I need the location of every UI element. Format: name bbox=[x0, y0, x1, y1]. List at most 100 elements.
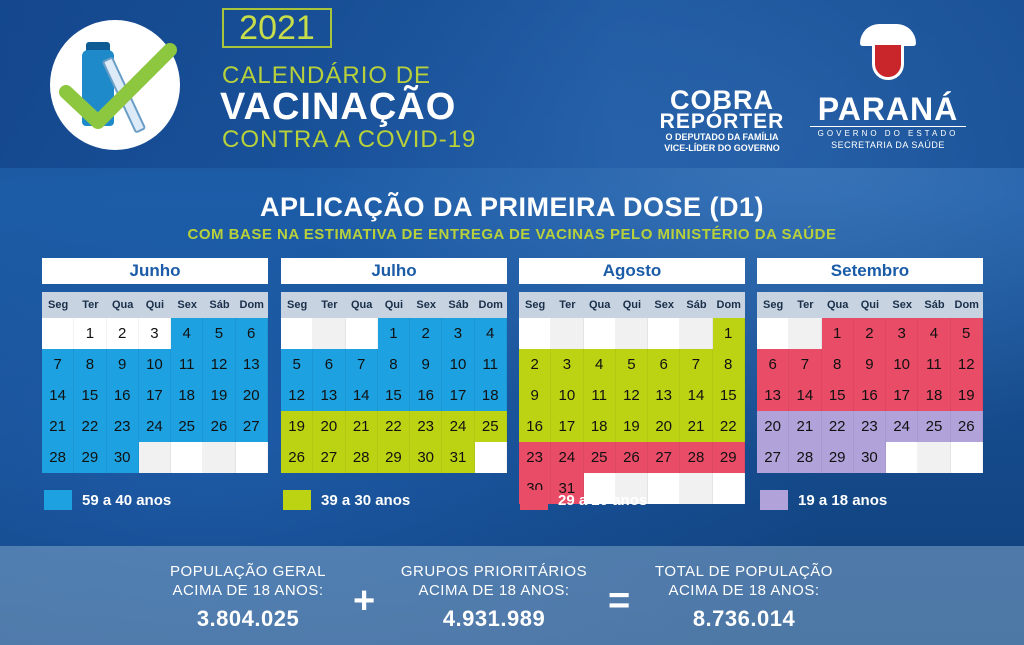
weekday-label: Qua bbox=[588, 299, 611, 311]
legend-swatch bbox=[283, 490, 311, 510]
week-row: 13 14 15 16 17 18 19 bbox=[757, 380, 983, 411]
partner-line-3: O DEPUTADO DA FAMÍLIA bbox=[665, 132, 779, 142]
calendar-day: 2 bbox=[106, 318, 139, 349]
stats-footer bbox=[0, 546, 1024, 645]
weekday-label: Dom bbox=[478, 299, 503, 311]
calendar-day: 31 bbox=[442, 442, 475, 473]
page-subheading: COM BASE NA ESTIMATIVA DE ENTREGA DE VAC… bbox=[187, 226, 837, 243]
calendar-empty-cell bbox=[757, 318, 790, 349]
calendar-day: 13 bbox=[235, 349, 268, 380]
legend-item: 29 a 20 anos bbox=[520, 490, 647, 510]
weekday-label: Sex bbox=[416, 299, 436, 311]
stat-total: TOTAL DE POPULAÇÃO ACIMA DE 18 ANOS: 8.7… bbox=[634, 562, 854, 632]
stat-total-line2: ACIMA DE 18 ANOS: bbox=[668, 582, 820, 599]
calendar-day: 5 bbox=[950, 318, 983, 349]
week-row: 16 17 18 19 20 21 22 bbox=[519, 411, 745, 442]
calendar-day: 27 bbox=[757, 442, 790, 473]
calendar-day: 12 bbox=[950, 349, 983, 380]
calendar-day: 5 bbox=[203, 318, 236, 349]
partner-line-4: VICE-LÍDER DO GOVERNO bbox=[664, 143, 780, 153]
calendar-day: 15 bbox=[712, 380, 745, 411]
calendar-day: 7 bbox=[680, 349, 713, 380]
title-line-3: CONTRA A COVID-19 bbox=[222, 126, 477, 153]
weekday-label: Sáb bbox=[209, 299, 230, 311]
calendar-day: 10 bbox=[442, 349, 475, 380]
calendar-day: 5 bbox=[281, 349, 314, 380]
weekday-label: Qui bbox=[860, 299, 880, 311]
calendar-day: 3 bbox=[551, 349, 584, 380]
calendar-day: 14 bbox=[42, 380, 75, 411]
month-title: Junho bbox=[42, 258, 268, 284]
calendar-day: 20 bbox=[648, 411, 681, 442]
calendar-day: 15 bbox=[74, 380, 107, 411]
calendar-day: 10 bbox=[138, 349, 172, 380]
calendar-day: 28 bbox=[42, 442, 75, 473]
calendar-day: 3 bbox=[886, 318, 919, 349]
calendar-day: 9 bbox=[519, 380, 552, 411]
calendar-empty-cell bbox=[712, 473, 745, 504]
calendar-empty-cell bbox=[345, 318, 378, 349]
calendar-day: 9 bbox=[106, 349, 139, 380]
calendar-empty-cell bbox=[281, 318, 314, 349]
calendar-day: 8 bbox=[821, 349, 854, 380]
weekday-label: Qui bbox=[622, 299, 642, 311]
calendar-day: 6 bbox=[313, 349, 346, 380]
calendar-day: 6 bbox=[235, 318, 268, 349]
stat-priority-value: 4.931.989 bbox=[442, 606, 546, 631]
calendar-day: 14 bbox=[345, 380, 378, 411]
calendar-day: 4 bbox=[171, 318, 204, 349]
week-row: 1 bbox=[519, 318, 745, 349]
calendar-empty-cell bbox=[789, 318, 822, 349]
weekday-header: Seg Ter Qua Qui Sex Sáb Dom bbox=[757, 292, 983, 318]
stat-general-line1: POPULAÇÃO GERAL bbox=[170, 563, 326, 580]
weekday-header: Seg Ter Qua Qui Sex Sáb Dom bbox=[42, 292, 268, 318]
week-row: 23 24 25 26 27 28 29 bbox=[519, 442, 745, 473]
calendar-empty-cell bbox=[583, 473, 616, 504]
legend-swatch bbox=[520, 490, 548, 510]
equals-sign: = bbox=[608, 580, 631, 622]
calendar-day: 24 bbox=[442, 411, 475, 442]
month-title: Setembro bbox=[757, 258, 983, 284]
month-title: Julho bbox=[281, 258, 507, 284]
calendar-day: 20 bbox=[235, 380, 268, 411]
week-row: 9 10 11 12 13 14 15 bbox=[519, 380, 745, 411]
week-row: 5 6 7 8 9 10 11 bbox=[281, 349, 507, 380]
calendar-empty-cell bbox=[235, 442, 268, 473]
calendar-day: 31 bbox=[551, 473, 584, 504]
calendar-day: 12 bbox=[281, 380, 314, 411]
calendar-day: 17 bbox=[442, 380, 475, 411]
stat-general: POPULAÇÃO GERAL ACIMA DE 18 ANOS: 3.804.… bbox=[138, 562, 358, 632]
calendar-day: 30 bbox=[410, 442, 443, 473]
calendar-day: 18 bbox=[474, 380, 507, 411]
calendar-day: 7 bbox=[789, 349, 822, 380]
calendar-day: 24 bbox=[138, 411, 172, 442]
calendar-day: 6 bbox=[757, 349, 790, 380]
calendar-day: 24 bbox=[886, 411, 919, 442]
legend-item: 39 a 30 anos bbox=[283, 490, 410, 510]
calendar-day: 11 bbox=[918, 349, 951, 380]
calendar-empty-cell bbox=[551, 318, 584, 349]
calendar-day: 22 bbox=[821, 411, 854, 442]
calendar-day: 16 bbox=[106, 380, 139, 411]
calendar-day: 9 bbox=[410, 349, 443, 380]
calendar-empty-cell bbox=[519, 318, 552, 349]
calendar-empty-cell bbox=[615, 473, 649, 504]
weekday-label: Seg bbox=[48, 299, 69, 311]
calendar-day: 10 bbox=[551, 380, 584, 411]
week-row: 6 7 8 9 10 11 12 bbox=[757, 349, 983, 380]
checkmark-icon bbox=[59, 43, 177, 129]
month-agosto: Agosto Seg Ter Qua Qui Sex Sáb Dom 1 2 3 4 5 6 7 8 9 10 11… bbox=[519, 258, 745, 504]
calendar-day: 8 bbox=[712, 349, 745, 380]
calendar-day: 23 bbox=[410, 411, 443, 442]
calendar-day: 19 bbox=[950, 380, 983, 411]
calendar-day: 12 bbox=[615, 380, 649, 411]
calendar-day: 12 bbox=[203, 349, 236, 380]
calendar-empty-cell bbox=[918, 442, 951, 473]
calendar-day: 23 bbox=[519, 442, 552, 473]
weekday-label: Seg bbox=[525, 299, 546, 311]
calendar-empty-cell bbox=[474, 442, 507, 473]
stat-total-value: 8.736.014 bbox=[692, 606, 796, 631]
calendar-day: 19 bbox=[281, 411, 314, 442]
calendar-empty-cell bbox=[680, 318, 713, 349]
calendar-day: 11 bbox=[583, 380, 616, 411]
